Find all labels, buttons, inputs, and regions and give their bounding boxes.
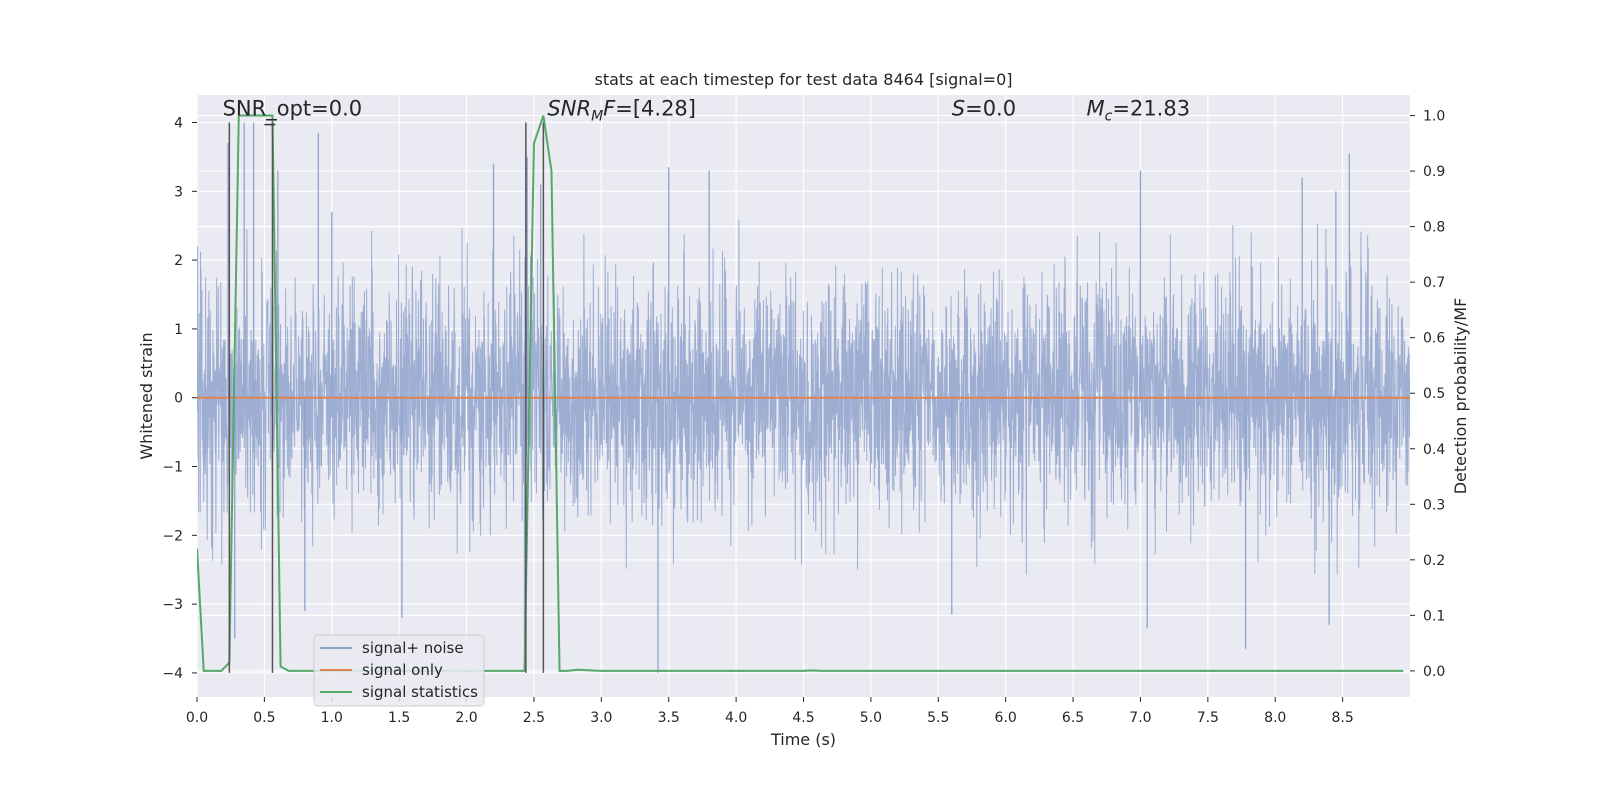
x-tick-label: 4.5 — [792, 710, 814, 726]
y2-tick-label: 0.7 — [1423, 275, 1445, 291]
y2-tick-label: 0.9 — [1423, 164, 1445, 180]
x-tick-label: 8.0 — [1264, 710, 1286, 726]
y2-tick-label: 0.6 — [1423, 331, 1445, 347]
x-tick-label: 0.5 — [253, 710, 275, 726]
annotation-snr-mf-base: SNR — [547, 97, 591, 121]
legend-label-signal-statistics: signal statistics — [362, 683, 478, 701]
y2-tick-label: 0.8 — [1423, 220, 1445, 236]
x-tick-label: 8.5 — [1331, 710, 1353, 726]
x-tick-label: 4.0 — [725, 710, 747, 726]
y-tick-label: −1 — [162, 460, 183, 476]
x-tick-label: 3.0 — [590, 710, 612, 726]
x-tick-label: 2.5 — [523, 710, 545, 726]
y2-tick-label: 1.0 — [1423, 109, 1445, 125]
y-tick-label: 0 — [174, 391, 183, 407]
annotation-s-stat: S=0.0 — [952, 97, 1016, 121]
annotation-s-base: S — [952, 97, 965, 121]
y-tick-label: −3 — [162, 597, 183, 613]
x-axis: 0.0 0.5 1.0 1.5 2.0 2.5 3.0 3.5 4.0 4.5 5.0 5.5 6.0 6… — [186, 697, 1354, 726]
annotation-snr-mf-rest: F= — [603, 97, 633, 121]
y-tick-label: 3 — [174, 184, 183, 200]
y2-tick-label: 0.4 — [1423, 442, 1445, 458]
x-tick-label: 0.0 — [186, 710, 208, 726]
y-axis-label: Whitened strain — [137, 332, 156, 459]
x-tick-label: 1.5 — [388, 710, 410, 726]
x-tick-label: 2.0 — [455, 710, 477, 726]
x-tick-label: 1.0 — [321, 710, 343, 726]
legend-box — [313, 634, 485, 707]
x-tick-label: 6.0 — [995, 710, 1017, 726]
legend-label-signal-noise: signal+ noise — [362, 639, 464, 657]
annotation-snr-mf-sub: M — [591, 109, 603, 125]
y2-tick-label: 0.0 — [1423, 664, 1445, 680]
x-tick-label: 5.5 — [927, 710, 949, 726]
x-tick-label: 7.5 — [1197, 710, 1219, 726]
annotation-mc-value: =21.83 — [1112, 97, 1190, 121]
series-signal-statistics-line — [197, 114, 1404, 672]
x-axis-label: Time (s) — [770, 730, 836, 749]
annotation-mc-base: M — [1087, 97, 1105, 121]
annotation-snr-opt-prefix: SNR_opt= — [223, 97, 329, 122]
y2-tick-label: 0.2 — [1423, 553, 1445, 569]
annotation-snr-opt-value: 0.0 — [329, 97, 362, 121]
annotation-s-value: =0.0 — [965, 97, 1016, 121]
annotation-snr-mf-value: [4.28] — [633, 97, 696, 121]
y-axis-right: 1.0 0.9 0.8 0.7 0.6 0.5 0.4 0.3 0.2 0.1 0.0 — [1410, 109, 1445, 680]
y-tick-label: 4 — [174, 116, 183, 132]
annotation-mc: Mc=21.83 — [1087, 97, 1191, 125]
y2-tick-label: 0.3 — [1423, 497, 1445, 513]
y-tick-label: 2 — [174, 253, 183, 269]
x-tick-label: 6.5 — [1062, 710, 1084, 726]
legend-label-signal-only: signal only — [362, 661, 443, 679]
annotation-mc-sub: c — [1105, 109, 1113, 125]
legend: signal+ noise signal only signal statist… — [313, 634, 485, 707]
x-tick-label: 3.5 — [658, 710, 680, 726]
chart-title: stats at each timestep for test data 846… — [594, 70, 1012, 89]
y-tick-label: −4 — [162, 666, 183, 682]
x-tick-label: 7.0 — [1129, 710, 1151, 726]
y-axis-left: 4 3 2 1 0 −1 −2 −3 −4 — [162, 116, 197, 682]
annotation-snr-mf: SNRMF=[4.28] — [547, 97, 696, 125]
series-signal-noise-line — [197, 219, 1410, 575]
x-tick-label: 5.0 — [860, 710, 882, 726]
y-tick-label: −2 — [162, 528, 183, 544]
y-tick-label: 1 — [174, 322, 183, 338]
y2-axis-label: Detection probability/MF — [1451, 298, 1470, 495]
plot-area — [197, 114, 1410, 673]
y2-tick-label: 0.1 — [1423, 608, 1445, 624]
annotation-snr-opt: SNR_opt=0.0 — [223, 97, 363, 122]
series-layer — [197, 114, 1410, 673]
y2-tick-label: 0.5 — [1423, 386, 1445, 402]
